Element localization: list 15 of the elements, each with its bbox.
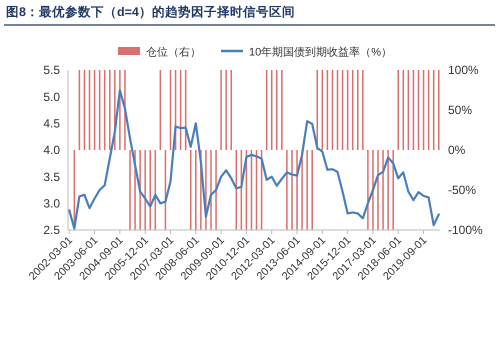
- y-tick-label: 4.5: [43, 116, 60, 131]
- y-tick-label: 5.0: [43, 90, 60, 104]
- y2-tick-label: -50%: [448, 183, 476, 198]
- y2-tick-label: 0%: [448, 143, 466, 158]
- y-tick-label: 3.0: [43, 196, 60, 211]
- y2-tick-label: 50%: [448, 103, 472, 118]
- y-tick-label: 5.5: [43, 63, 60, 78]
- y2-tick-label: 100%: [448, 63, 480, 78]
- legend-label: 10年期国债到期收益率（%）: [249, 45, 392, 58]
- y-tick-label: 2.5: [43, 223, 60, 238]
- y2-tick-label: -100%: [448, 223, 484, 238]
- legend-label: 仓位（右）: [146, 46, 201, 58]
- chart-title: 图8：最优参数下（d=4）的趋势因子择时信号区间: [6, 4, 295, 19]
- y-tick-label: 4.0: [43, 143, 60, 158]
- y-tick-label: 3.5: [43, 170, 60, 184]
